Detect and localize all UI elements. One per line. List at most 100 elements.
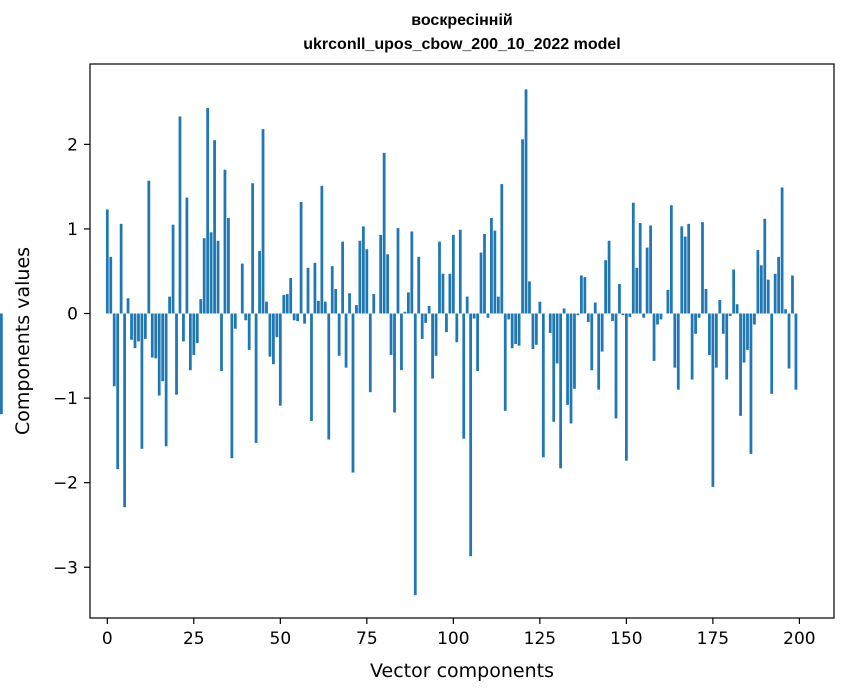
bar bbox=[403, 311, 407, 314]
bar bbox=[227, 217, 230, 314]
bar bbox=[714, 313, 718, 368]
bar bbox=[656, 313, 659, 325]
bar bbox=[635, 267, 639, 314]
bar bbox=[746, 313, 749, 350]
bar bbox=[597, 313, 601, 390]
bar bbox=[611, 313, 614, 322]
bar bbox=[417, 256, 421, 314]
bar bbox=[372, 294, 376, 314]
bar bbox=[753, 313, 756, 325]
bar bbox=[164, 313, 168, 447]
bar bbox=[555, 313, 559, 364]
bar bbox=[368, 313, 372, 393]
y-tick-label: −2 bbox=[53, 474, 78, 494]
bar bbox=[199, 299, 203, 314]
bar bbox=[673, 313, 677, 368]
bar bbox=[216, 240, 220, 314]
bar bbox=[569, 313, 573, 424]
x-tick-label: 200 bbox=[783, 629, 815, 649]
bar bbox=[711, 313, 715, 487]
bar bbox=[230, 313, 234, 459]
bar bbox=[469, 313, 473, 557]
bar bbox=[365, 249, 369, 314]
bar bbox=[327, 313, 331, 440]
bar bbox=[607, 240, 611, 314]
bar bbox=[140, 313, 144, 449]
x-tick-label: 125 bbox=[524, 629, 556, 649]
bar bbox=[310, 313, 313, 421]
bar bbox=[420, 313, 424, 339]
bar bbox=[680, 226, 684, 314]
bar bbox=[275, 313, 279, 338]
bar bbox=[382, 152, 386, 314]
bar bbox=[185, 197, 189, 314]
bar bbox=[147, 180, 151, 314]
bar bbox=[614, 313, 618, 419]
bar bbox=[652, 313, 656, 361]
bar bbox=[787, 313, 791, 369]
bar bbox=[791, 275, 794, 314]
bar bbox=[223, 169, 227, 314]
bar bbox=[486, 313, 490, 318]
bar bbox=[496, 296, 500, 314]
bar bbox=[150, 313, 154, 358]
bar bbox=[341, 241, 344, 314]
bar bbox=[521, 139, 524, 314]
bar bbox=[704, 288, 708, 314]
bar bbox=[0, 313, 3, 415]
bar bbox=[337, 313, 341, 356]
bar bbox=[472, 313, 476, 319]
bar bbox=[334, 288, 338, 314]
bar bbox=[206, 107, 210, 314]
bar bbox=[303, 313, 306, 324]
bar bbox=[507, 313, 511, 320]
bar bbox=[413, 313, 417, 596]
bar bbox=[669, 205, 673, 314]
bar bbox=[697, 313, 701, 318]
bar bbox=[168, 296, 171, 314]
bar bbox=[728, 313, 732, 317]
bar bbox=[451, 234, 455, 314]
bar bbox=[285, 294, 289, 314]
bar bbox=[431, 313, 434, 379]
bar bbox=[465, 296, 469, 314]
bar bbox=[355, 305, 358, 314]
bar bbox=[195, 313, 199, 344]
chart-title: воскресінній bbox=[411, 12, 513, 29]
bar bbox=[133, 313, 137, 349]
bar bbox=[600, 313, 604, 352]
bar bbox=[351, 313, 355, 473]
bar bbox=[490, 217, 493, 314]
bar bbox=[483, 234, 486, 314]
y-tick-label: 1 bbox=[67, 220, 78, 240]
y-tick-label: 0 bbox=[67, 305, 78, 325]
bar bbox=[666, 289, 670, 314]
bar bbox=[784, 309, 787, 314]
bar bbox=[261, 129, 265, 314]
bar bbox=[708, 313, 711, 355]
bar bbox=[794, 313, 798, 390]
bar bbox=[171, 224, 175, 314]
bar bbox=[642, 313, 646, 318]
bar bbox=[119, 223, 123, 314]
bar bbox=[182, 313, 185, 342]
bar bbox=[683, 236, 687, 314]
bar bbox=[438, 241, 441, 314]
bar bbox=[306, 267, 310, 314]
bar bbox=[244, 313, 248, 321]
y-tick-label: −1 bbox=[53, 389, 78, 409]
bar bbox=[157, 313, 161, 396]
bar bbox=[220, 313, 223, 372]
bar bbox=[548, 313, 552, 333]
bar bbox=[240, 263, 244, 314]
x-tick-label: 75 bbox=[356, 629, 378, 649]
bar bbox=[621, 313, 625, 316]
bar bbox=[562, 308, 566, 314]
bar bbox=[552, 313, 556, 422]
bar bbox=[694, 313, 697, 334]
bar bbox=[330, 266, 334, 314]
bar bbox=[296, 313, 300, 322]
bar bbox=[749, 313, 753, 454]
bar bbox=[289, 277, 293, 314]
